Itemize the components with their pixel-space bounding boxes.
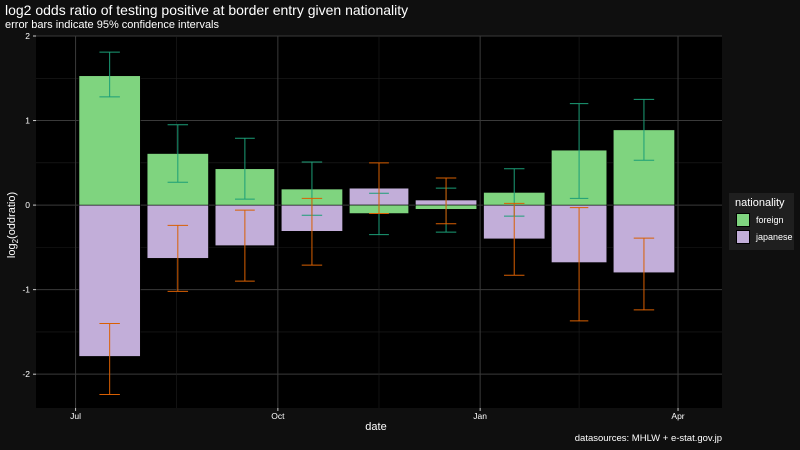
- axes: -2 -1 0 1 2 Jul Oct Jan Apr: [22, 31, 684, 421]
- legend-swatch-foreign: [736, 213, 750, 227]
- legend-item-foreign: foreign: [736, 212, 784, 228]
- legend-swatch-japanese: [736, 230, 750, 244]
- y-tick-label: -1: [22, 285, 30, 295]
- y-tick-label: 0: [25, 200, 30, 210]
- legend-title: nationality: [735, 197, 785, 209]
- x-tick-label: Apr: [671, 411, 684, 421]
- x-tick-label: Jul: [70, 411, 81, 421]
- chart-title: log2 odds ratio of testing positive at b…: [5, 2, 409, 18]
- x-axis-label: date: [365, 421, 386, 433]
- chart-subtitle: error bars indicate 95% confidence inter…: [5, 19, 220, 31]
- error-bars: [99, 51, 655, 395]
- legend-item-japanese: japanese: [736, 229, 793, 245]
- data-source-caption: datasources: MHLW + e-stat.gov.jp: [574, 433, 722, 444]
- grid-lines: [36, 35, 722, 408]
- legend-label-japanese: japanese: [756, 232, 793, 242]
- y-tick-label: 1: [25, 116, 30, 126]
- y-tick-label: 2: [25, 31, 30, 41]
- y-tick-label: -2: [22, 369, 30, 379]
- legend-label-foreign: foreign: [756, 215, 784, 225]
- legend: nationality foreign japanese: [729, 193, 794, 250]
- y-axis-label: log2(oddratio): [6, 192, 20, 258]
- x-tick-label: Oct: [271, 411, 285, 421]
- x-tick-label: Jan: [473, 411, 487, 421]
